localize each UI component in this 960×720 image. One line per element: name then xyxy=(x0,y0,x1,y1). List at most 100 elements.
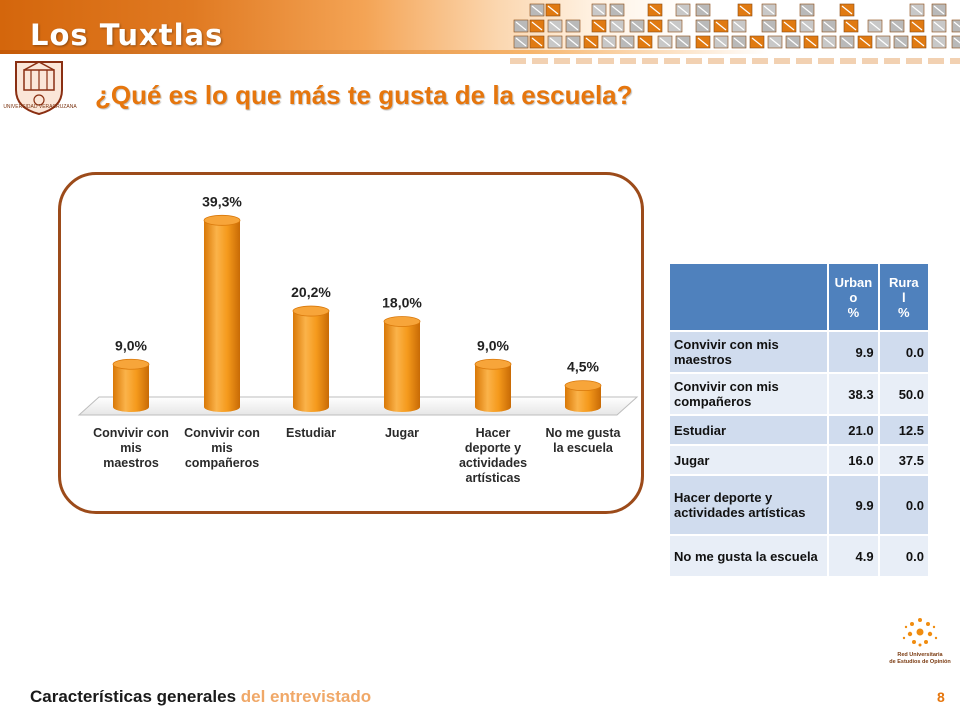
decorative-tile-stroke xyxy=(715,21,727,31)
category-label: mis xyxy=(120,441,142,455)
decorative-stripe xyxy=(664,58,680,64)
decorative-stripe xyxy=(862,58,878,64)
table-cell-urbano: 21.0 xyxy=(827,414,880,446)
bar-cap-4 xyxy=(383,316,421,327)
decorative-tile-stroke xyxy=(895,37,907,47)
decorative-tile-stroke xyxy=(697,5,709,15)
decorative-tile-stroke xyxy=(805,37,817,47)
bar-cap-2 xyxy=(203,214,241,226)
decorative-stripe xyxy=(752,58,768,64)
decorative-tile-stroke xyxy=(845,21,857,31)
decorative-tile-stroke xyxy=(953,37,960,44)
decorative-tile-stroke xyxy=(823,21,835,31)
decorative-tile-stroke xyxy=(611,5,623,15)
category-label: mis xyxy=(211,441,233,455)
decorative-tile-stroke xyxy=(567,21,579,31)
decorative-tile-stroke xyxy=(869,21,881,31)
category-label: Convivir con xyxy=(93,426,169,440)
table-cell-label: Hacer deporte y actividades artísticas xyxy=(667,474,830,536)
decorative-stripe xyxy=(928,58,944,64)
table-row: Hacer deporte y actividades artísticas 9.… xyxy=(667,474,931,536)
decorative-tile-stroke xyxy=(567,37,579,47)
decorative-tile-stroke xyxy=(697,21,709,31)
table-cell-urbano: 16.0 xyxy=(827,444,880,476)
table-row: Convivir con mis compañeros 38.3 50.0 xyxy=(667,372,931,416)
decorative-tile-stroke xyxy=(593,5,605,15)
decorative-tile-stroke xyxy=(549,21,561,31)
decorative-tile-stroke xyxy=(611,21,623,31)
decorative-tile-stroke xyxy=(953,21,960,28)
decorative-tile-stroke xyxy=(733,21,745,31)
decorative-tile-stroke xyxy=(933,5,945,15)
decorative-tile-stroke xyxy=(733,37,745,47)
decorative-stripe xyxy=(730,58,746,64)
page-title: ¿Qué es lo que más te gusta de la escuel… xyxy=(95,80,633,110)
decorative-tile-stroke xyxy=(891,21,903,31)
decorative-tile-stroke xyxy=(515,37,527,47)
table-cell-rural: 50.0 xyxy=(877,372,931,416)
bar-chart: 9,0%Convivir conmismaestros39,3%Convivir… xyxy=(77,193,639,485)
bar-3 xyxy=(293,311,329,412)
data-label: 9,0% xyxy=(115,337,147,353)
table-row: No me gusta la escuela 4.9 0.0 xyxy=(667,534,931,578)
red-universitaria-logo-icon: Red Universitaria de Estudios de Opinión xyxy=(889,618,951,665)
decorative-tile-stroke xyxy=(911,5,923,15)
category-label: actividades xyxy=(459,456,527,470)
chart-frame: 9,0% Convivir con mis maestros 39,3% Convivir… xyxy=(58,172,644,514)
decorative-tile-stroke xyxy=(823,37,835,47)
data-label: 18,0% xyxy=(382,295,422,311)
decorative-tile-stroke xyxy=(783,21,795,31)
decorative-tile-stroke xyxy=(787,37,799,47)
table-cell-label: Estudiar xyxy=(667,414,830,446)
page-number: 8 xyxy=(937,689,945,705)
header-banner: Los Tuxtlas xyxy=(0,0,960,64)
decorative-tile-stroke xyxy=(549,37,561,47)
decorative-tile-stroke xyxy=(769,37,781,47)
bar-cap-6 xyxy=(564,380,602,392)
decorative-stripe xyxy=(686,58,702,64)
decorative-tile-stroke xyxy=(659,37,671,47)
data-label: 4,5% xyxy=(567,359,599,375)
decorative-stripe xyxy=(598,58,614,64)
bar-cap-1 xyxy=(112,358,150,370)
decorative-tile-stroke xyxy=(911,21,923,31)
university-name: UNIVERSIDAD VERACRUZANA xyxy=(3,104,77,110)
table-cell-urbano: 4.9 xyxy=(827,534,880,578)
comparison-table: Urban o% Rura l% Convivir con mis maestros… xyxy=(667,262,931,578)
decorative-tile-stroke xyxy=(933,37,945,47)
decorative-tile-stroke xyxy=(515,21,527,31)
table-header-text: o xyxy=(849,289,858,305)
decorative-tile-stroke xyxy=(933,21,945,31)
chart-floor xyxy=(77,396,639,416)
decorative-tile xyxy=(951,19,960,33)
bar-5 xyxy=(475,364,511,412)
table-cell-urbano: 9.9 xyxy=(827,474,880,536)
table-cell-rural: 0.0 xyxy=(877,534,931,578)
table-header-row: Urban o% Rura l% xyxy=(667,262,931,332)
table-header-blank xyxy=(667,262,830,332)
decorative-tile-stroke xyxy=(585,37,597,47)
table-header-urbano: Urban o% xyxy=(827,262,880,332)
bar-6 xyxy=(565,385,601,412)
decorative-stripe xyxy=(532,58,548,64)
decorative-tile-stroke xyxy=(841,5,853,15)
decorative-stripe xyxy=(774,58,790,64)
table-row: Jugar 16.0 37.5 xyxy=(667,444,931,476)
table-cell-rural: 37.5 xyxy=(877,444,931,476)
data-label: 39,3% xyxy=(202,193,242,209)
decorative-stripe xyxy=(796,58,812,64)
decorative-tile-stroke xyxy=(739,5,751,15)
table-header-text: Urban xyxy=(834,274,873,290)
table-header-text: % xyxy=(847,304,860,320)
header-divider xyxy=(0,50,960,54)
header-title: Los Tuxtlas xyxy=(30,18,224,52)
table-row: Convivir con mis maestros 9.9 0.0 xyxy=(667,330,931,374)
decorative-tile-stroke xyxy=(547,5,559,15)
red-logo-line1: Red Universitaria xyxy=(897,652,943,658)
category-label: artísticas xyxy=(466,471,521,485)
table-cell-label: Convivir con mis compañeros xyxy=(667,372,830,416)
decorative-tile-stroke xyxy=(763,21,775,31)
decorative-tile-stroke xyxy=(913,37,925,47)
bar-1 xyxy=(113,364,149,412)
decorative-stripe xyxy=(884,58,900,64)
